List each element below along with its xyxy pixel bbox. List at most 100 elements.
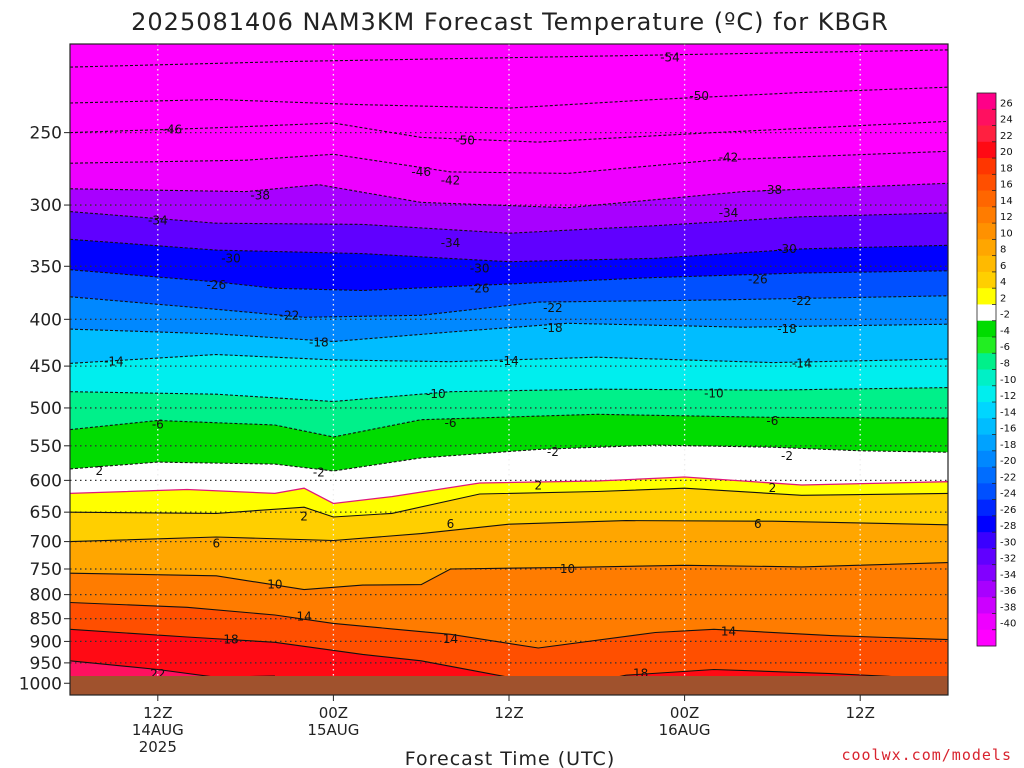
isotherm-label: -14 [499, 354, 519, 368]
colorbar-label: -10 [1000, 375, 1016, 386]
isotherm--34 [70, 211, 948, 234]
isotherm-label: -54 [660, 51, 680, 65]
isotherm--38 [70, 182, 948, 209]
colorbar-swatch [977, 548, 996, 566]
y-tick-label: 800 [30, 586, 62, 606]
colorbar-label: 16 [1000, 180, 1013, 191]
colorbar-label: -40 [1000, 619, 1016, 630]
isotherm-label: -38 [763, 183, 783, 197]
colorbar-label: 12 [1000, 212, 1013, 223]
isotherm-label: -14 [104, 355, 124, 369]
isotherm-label: -50 [455, 134, 475, 148]
isotherm-label: -22 [280, 308, 300, 322]
isotherm-label: -22 [792, 294, 812, 308]
colorbar-swatch [977, 304, 996, 322]
colorbar-label: 4 [1000, 277, 1006, 288]
isotherm-2 [70, 487, 948, 518]
y-tick-label: 300 [30, 196, 62, 216]
colorbar-label: 22 [1000, 131, 1013, 142]
isotherm-label: -18 [543, 321, 563, 335]
y-tick-label: 700 [30, 533, 62, 553]
colorbar-label: 18 [1000, 163, 1013, 174]
colorbar-swatch [977, 402, 996, 419]
colorbar-swatch [977, 158, 996, 175]
isotherm-label: -22 [543, 301, 563, 315]
colorbar-label: 26 [1000, 98, 1013, 109]
y-tick-label: 350 [30, 257, 62, 277]
y-tick-label: 500 [30, 399, 62, 419]
isotherm-label: -26 [206, 278, 226, 292]
colorbar-swatch [977, 190, 996, 208]
colorbar-swatch [977, 223, 996, 240]
colorbar-label: -22 [1000, 472, 1016, 483]
isotherm-label: -50 [689, 89, 709, 103]
colorbar-swatch [977, 385, 996, 403]
colorbar-swatch [977, 613, 996, 631]
temperature-fill-bands [70, 44, 948, 695]
colorbar-label: -30 [1000, 537, 1016, 548]
isotherm-label: 2 [300, 509, 308, 523]
colorbar-swatch [977, 239, 996, 257]
x-tick-label: 16AUG [659, 721, 711, 739]
x-tick-label: 00Z [670, 704, 699, 722]
isotherm-label: -34 [719, 206, 739, 220]
y-tick-label: 750 [30, 560, 62, 580]
colorbar-label: 6 [1000, 261, 1006, 272]
x-axis-label: Forecast Time (UTC) [405, 748, 615, 768]
isotherm-label: 18 [223, 633, 238, 647]
x-tick-label: 2025 [139, 738, 177, 756]
colorbar-swatch [977, 629, 996, 647]
colorbar-label: 10 [1000, 228, 1013, 239]
y-tick-label: 550 [30, 437, 62, 457]
colorbar-label: 8 [1000, 245, 1006, 256]
isotherm-14 [70, 601, 948, 649]
colorbar-swatch [977, 206, 996, 224]
colorbar-label: 14 [1000, 196, 1013, 207]
isotherm-label: -6 [445, 416, 457, 430]
colorbar-label: 2 [1000, 293, 1006, 304]
colorbar-swatch [977, 288, 996, 305]
ground-surface [70, 676, 948, 695]
colorbar-swatch [977, 434, 996, 452]
y-tick-label: 600 [30, 471, 62, 491]
isotherm-label: -2 [547, 445, 559, 459]
isotherm-label: 10 [560, 562, 575, 576]
isotherm-label: -38 [250, 189, 270, 203]
isotherm-label: 6 [447, 517, 455, 531]
colorbar-swatch [977, 515, 996, 533]
isotherm-label: -6 [152, 417, 164, 431]
plot-grid [70, 44, 948, 695]
site-credit[interactable]: coolwx.com/models [841, 746, 1012, 764]
isotherm-label: -26 [748, 273, 768, 287]
colorbar-swatch [977, 271, 996, 289]
colorbar-swatch [977, 369, 996, 387]
colorbar-label: -4 [1000, 326, 1010, 337]
isotherm-label: -6 [766, 414, 778, 428]
isotherm-label: -34 [148, 214, 168, 228]
isotherm-label: 14 [296, 609, 311, 623]
x-tick-label: 12Z [143, 704, 172, 722]
y-tick-label: 850 [30, 610, 62, 630]
isotherm-labels: -54 -50 -50 -46 -46 -42 -42 -38 -38 -34 -34 -34 -30 -… [95, 51, 811, 681]
isotherm-label: -18 [777, 322, 797, 336]
isotherm--42 [70, 150, 948, 174]
colorbar-swatch [977, 93, 996, 110]
isotherm-label: -34 [441, 236, 461, 250]
colorbar-swatch [977, 418, 996, 435]
colorbar-swatch [977, 450, 996, 468]
isotherm-label: -2 [313, 465, 325, 479]
colorbar-swatch [977, 109, 996, 126]
colorbar-label: -32 [1000, 554, 1016, 565]
colorbar-label: -14 [1000, 407, 1016, 418]
colorbar-label: -2 [1000, 310, 1010, 321]
isotherm--54 [70, 49, 948, 68]
isotherm-6 [70, 520, 948, 543]
isotherm-label: 6 [754, 517, 762, 531]
colorbar-label: -24 [1000, 489, 1016, 500]
isotherm-label: 2 [534, 479, 542, 493]
isotherm-label: 2 [769, 481, 777, 495]
colorbar-label: -8 [1000, 359, 1010, 370]
isotherm-label: -14 [792, 356, 812, 370]
isotherm--6 [70, 413, 948, 438]
